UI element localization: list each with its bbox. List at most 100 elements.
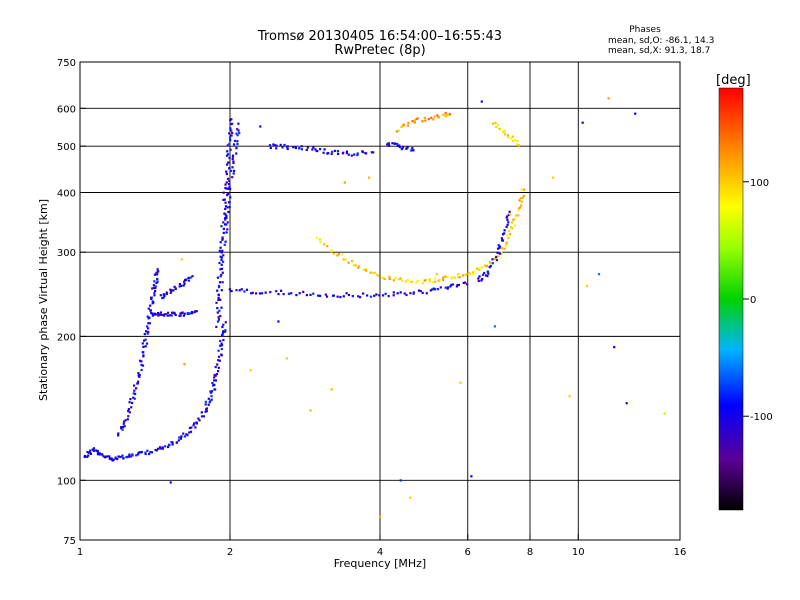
data-point [136,382,139,385]
data-point [520,204,523,207]
data-point [101,453,104,456]
data-point [496,251,499,254]
data-point [161,447,164,450]
data-point [126,418,129,421]
data-point [130,406,133,409]
data-point [416,117,419,120]
data-point [370,151,373,154]
data-point [356,153,359,157]
data-point [237,129,240,132]
data-point [428,278,431,281]
data-point [386,143,389,146]
data-point [489,261,492,264]
data-point [169,481,172,484]
data-point [509,213,512,216]
data-point [86,450,89,454]
data-point [171,311,174,314]
data-point [228,132,231,135]
data-point [216,307,219,310]
data-point [277,293,280,296]
data-point [135,454,138,457]
data-point [155,281,158,285]
data-point [170,314,173,317]
data-point [224,207,227,210]
data-point [140,368,143,372]
data-point [169,291,172,295]
data-point [438,279,441,282]
data-point [342,258,345,261]
data-point [231,154,235,157]
data-point [163,294,166,297]
data-point [189,276,192,279]
data-point [625,402,628,405]
data-point [175,441,178,444]
data-point [232,143,236,146]
data-point [210,398,213,401]
data-point [220,267,224,270]
data-point [153,292,156,295]
data-point [145,342,149,345]
data-point [224,223,227,226]
data-point [218,359,221,362]
data-point [116,457,119,461]
data-point [87,454,90,457]
data-point [494,257,497,260]
data-point [491,262,494,265]
phases-label: Phases [629,25,661,35]
data-point [117,432,120,435]
data-point [491,122,495,125]
data-point [209,390,212,393]
data-point [143,333,146,336]
data-point [229,148,232,151]
data-point [512,218,515,221]
data-point [148,322,151,325]
data-point [236,140,239,143]
data-point [300,148,303,151]
data-point [230,129,233,132]
x-tick-label: 4 [377,547,383,558]
data-point [391,142,394,145]
data-point [309,293,312,296]
data-point [500,252,503,255]
data-point [146,449,149,452]
data-point [305,294,308,297]
data-point [428,280,431,283]
data-point [217,355,221,358]
data-point [275,147,278,150]
data-point [387,142,390,145]
data-point [225,170,228,173]
data-point [343,181,346,184]
data-point [227,187,230,190]
data-point [181,311,184,314]
data-point [216,311,219,314]
data-point [353,153,356,156]
data-point [207,403,210,406]
data-point [369,271,372,274]
data-point [419,290,422,293]
data-point [498,127,501,130]
data-point [144,338,147,341]
data-point [108,457,111,460]
data-point [218,261,221,265]
data-point [318,238,322,241]
data-point [152,301,155,304]
data-point [345,152,348,155]
data-point [597,273,601,276]
data-point [398,145,401,149]
data-point [187,312,190,316]
data-point [461,274,465,277]
data-point [157,447,160,450]
data-point [292,146,295,149]
data-point [309,409,312,412]
data-point [448,113,451,116]
data-point [150,311,153,315]
data-point [268,144,271,147]
data-point [89,451,92,454]
data-point [83,455,86,458]
data-point [139,359,142,362]
data-point [156,268,159,271]
data-point [431,288,434,291]
data-point [218,309,221,312]
data-point [585,285,588,288]
data-point [217,294,220,297]
